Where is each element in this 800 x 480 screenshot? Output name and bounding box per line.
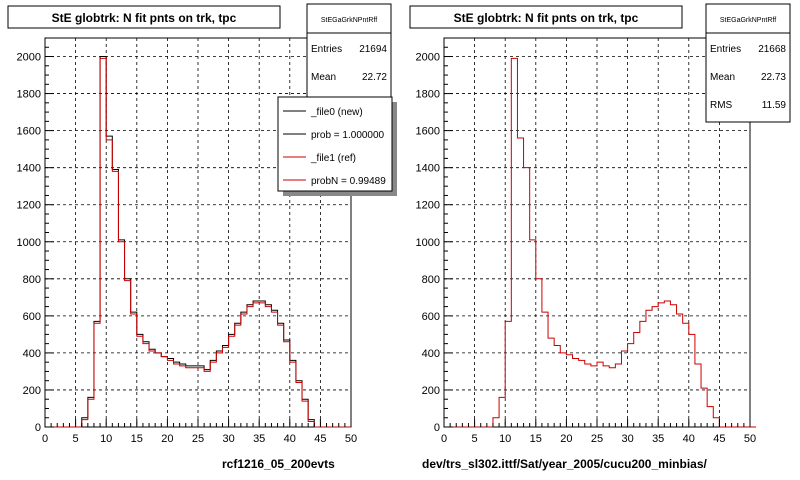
left-stats-mean-label: Mean (311, 72, 336, 83)
left-x-tick-label: 0 (42, 433, 48, 445)
right-x-tick-label: 25 (591, 433, 603, 445)
right-x-tick-label: 50 (744, 433, 756, 445)
right-title-box (409, 5, 683, 29)
right-grid (444, 38, 750, 427)
legend-label-0: _file0 (new) (310, 107, 363, 118)
right-x-tick-label: 0 (441, 433, 447, 445)
right-series (444, 57, 757, 428)
right-y-tick-label: 1600 (416, 126, 440, 138)
right-x-tick-label: 20 (560, 433, 572, 445)
left-x-tick-label: 30 (222, 433, 234, 445)
right-y-tick-label: 1000 (416, 237, 440, 249)
right-y-tick-label: 2000 (416, 52, 440, 64)
left-x-tick-label: 50 (345, 433, 357, 445)
right-stats-mean-label: Mean (710, 72, 735, 83)
right-x-tick-label: 5 (472, 433, 478, 445)
left-y-tick-label: 2000 (17, 52, 41, 64)
left-x-tick-label: 40 (284, 433, 296, 445)
left-stats-entries-label: Entries (311, 44, 342, 55)
right-axes: 0 5 10 15 20 25 30 35 40 45 50 0 200 400 600 800 1000 120… (416, 37, 756, 445)
right-y-tick-label: 0 (434, 422, 440, 434)
right-title: StE globtrk: N fit pnts on trk, tpc (454, 11, 639, 25)
right-y-tick-label: 1800 (416, 89, 440, 101)
right-stats-entries-value: 21668 (758, 44, 786, 55)
left-y-tick-label: 800 (23, 274, 41, 286)
right-x-tick-label: 30 (621, 433, 633, 445)
left-stats-name: StEGaGrkNPntRff (321, 17, 377, 24)
left-title: StE globtrk: N fit pnts on trk, tpc (52, 11, 237, 25)
left-x-tick-label: 45 (314, 433, 326, 445)
left-x-tick-label: 35 (253, 433, 265, 445)
right-x-tick-label: 45 (713, 433, 725, 445)
right-x-tick-label: 35 (652, 433, 664, 445)
left-stats-mean-value: 22.72 (362, 72, 387, 83)
left-title-box (7, 5, 281, 29)
right-footer-label: dev/trs_sl302.ittf/Sat/year_2005/cucu200… (422, 457, 707, 471)
right-series-0-histogram-line (444, 57, 757, 428)
left-x-tick-label: 10 (100, 433, 112, 445)
right-stats-entries-label: Entries (710, 44, 741, 55)
right-histogram-panel: StE globtrk: N fit pnts on trk, tpc 0 5 10… (409, 3, 791, 471)
right-stats-name: StEGaGrkNPntRff (720, 17, 776, 24)
left-series (45, 56, 351, 428)
right-y-tick-label: 600 (422, 311, 440, 323)
left-y-tick-label: 1200 (17, 200, 41, 212)
left-footer-label: rcf1216_05_200evts (222, 457, 335, 471)
left-x-tick-label: 25 (192, 433, 204, 445)
left-y-tick-label: 0 (35, 422, 41, 434)
right-y-tick-label: 800 (422, 274, 440, 286)
left-y-tick-label: 1000 (17, 237, 41, 249)
right-y-tick-label: 1400 (416, 163, 440, 175)
left-histogram-panel: StE globtrk: N fit pnts on trk, tpc 0 5 10… (7, 3, 397, 471)
legend-label-3: probN = 0.99489 (311, 176, 386, 187)
legend-label-1: prob = 1.000000 (311, 130, 385, 141)
left-x-tick-label: 15 (131, 433, 143, 445)
left-x-tick-label: 20 (161, 433, 173, 445)
right-x-tick-label: 40 (683, 433, 695, 445)
right-x-tick-label: 15 (530, 433, 542, 445)
right-stats-mean-value: 22.73 (761, 72, 786, 83)
left-series-1-histogram-line (45, 57, 351, 428)
right-y-tick-label: 1200 (416, 200, 440, 212)
right-y-tick-label: 200 (422, 385, 440, 397)
left-y-tick-label: 1800 (17, 89, 41, 101)
right-stats-box: StEGaGrkNPntRff Entries 21668 Mean 22.73… (705, 3, 791, 123)
left-y-tick-label: 1400 (17, 163, 41, 175)
legend-label-2: _file1 (ref) (310, 153, 356, 164)
left-y-tick-label: 600 (23, 311, 41, 323)
right-stats-rms-value: 11.59 (762, 100, 787, 111)
right-x-tick-label: 10 (499, 433, 511, 445)
right-y-tick-label: 400 (422, 348, 440, 360)
left-x-tick-label: 5 (73, 433, 79, 445)
left-legend: _file0 (new) prob = 1.000000 _file1 (ref) p… (277, 96, 397, 196)
left-axes: 0 5 10 15 20 25 30 35 40 45 50 0 200 400 600 800 1000 120… (17, 37, 357, 445)
left-y-tick-label: 200 (23, 385, 41, 397)
left-stats-entries-value: 21694 (359, 44, 387, 55)
left-y-tick-label: 1600 (17, 126, 41, 138)
left-y-tick-label: 400 (23, 348, 41, 360)
right-stats-rms-label: RMS (710, 100, 733, 111)
